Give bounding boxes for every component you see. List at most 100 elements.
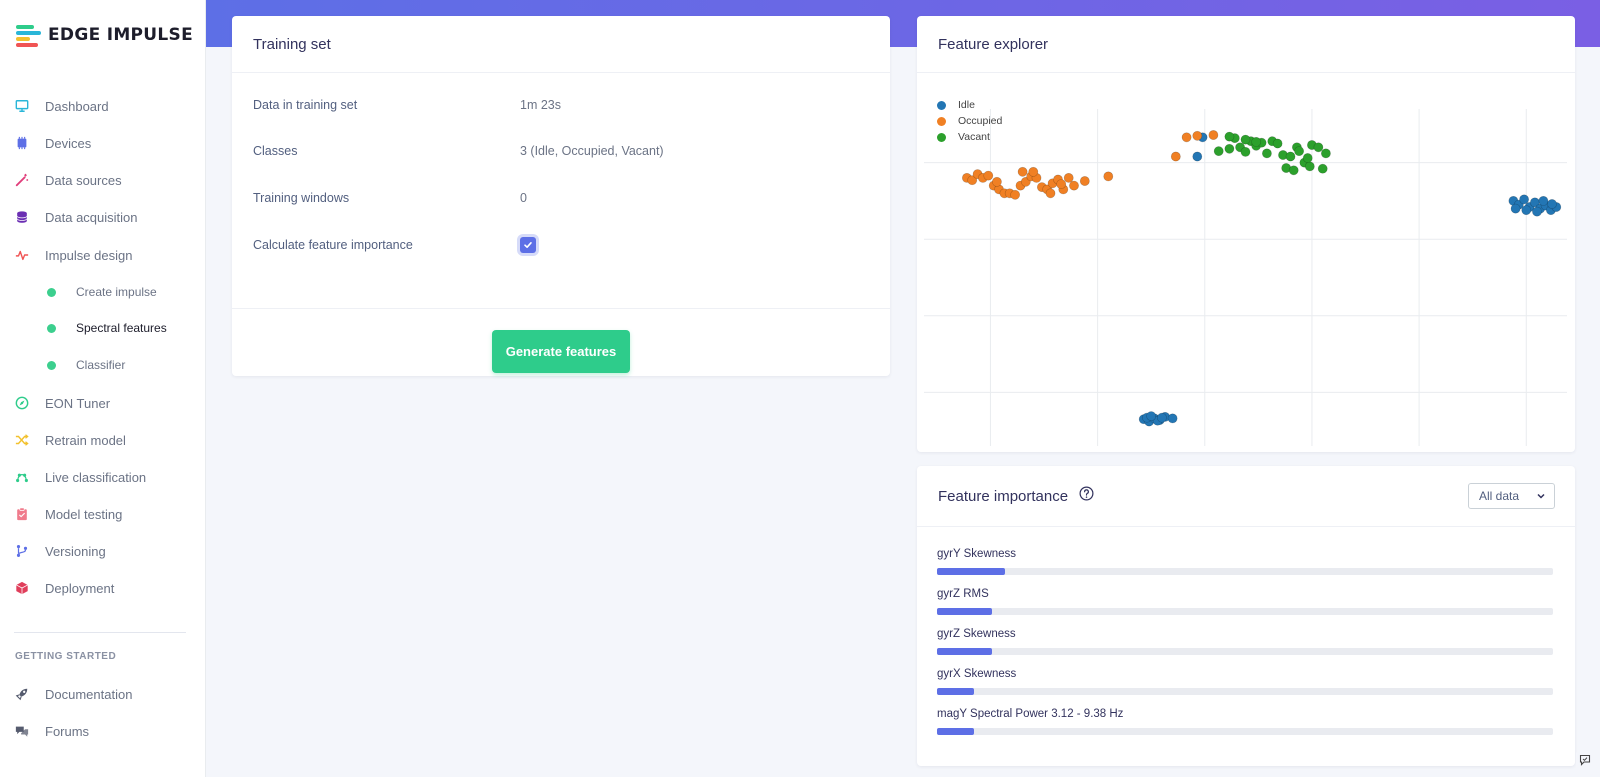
data-point-occupied <box>1103 171 1114 182</box>
pulse-icon <box>14 247 30 263</box>
sidebar-item-documentation[interactable]: Documentation <box>0 679 205 709</box>
sidebar-divider <box>14 632 186 633</box>
status-dot-icon <box>47 360 56 370</box>
sidebar-item-data-sources[interactable]: Data sources <box>0 165 205 195</box>
feature-importance-card: Feature importance All data gyrY Skewnes… <box>917 466 1575 766</box>
data-point-occupied <box>992 176 1002 187</box>
feature-importance-bar <box>937 688 974 695</box>
sidebar-item-classifier[interactable]: Classifier <box>0 350 205 380</box>
sidebar-item-label: Deployment <box>45 580 115 596</box>
data-point-vacant <box>1261 148 1272 159</box>
sidebar-item-retrain-model[interactable]: Retrain model <box>0 425 205 455</box>
data-point-vacant <box>1288 165 1299 176</box>
feature-importance-title: Feature importance <box>938 487 1069 505</box>
feature-importance-bar-track <box>937 648 1553 655</box>
data-point-occupied <box>1170 151 1181 162</box>
data-point-occupied <box>1045 188 1056 199</box>
feature-importance-bar <box>937 728 974 735</box>
data-point-vacant <box>1251 137 1262 147</box>
data-point-vacant <box>1313 142 1324 153</box>
row-label-classes: Classes <box>253 144 298 158</box>
graph-icon <box>14 469 30 485</box>
feature-importance-bar <box>937 608 992 615</box>
sidebar-item-data-acquisition[interactable]: Data acquisition <box>0 202 205 232</box>
legend-item-occupied: Occupied <box>937 115 1002 127</box>
sidebar-item-versioning[interactable]: Versioning <box>0 536 205 566</box>
sidebar-item-label: Data sources <box>45 172 122 188</box>
data-point-idle <box>1146 411 1157 421</box>
data-point-vacant <box>1304 161 1315 172</box>
feature-importance-checkbox[interactable] <box>520 237 536 253</box>
sidebar-item-label: Model testing <box>45 506 123 522</box>
sidebar-item-deployment[interactable]: Deployment <box>0 573 205 603</box>
wand-icon <box>14 172 30 188</box>
sidebar-item-impulse-design[interactable]: Impulse design <box>0 240 205 270</box>
feature-importance-bar <box>937 648 992 655</box>
sidebar-item-devices[interactable]: Devices <box>0 128 205 158</box>
feature-explorer-card: Feature explorer Idle Occupied Vacant <box>917 16 1575 452</box>
check-icon <box>524 242 532 248</box>
feature-importance-bar-track <box>937 728 1553 735</box>
data-filter-select[interactable]: All data <box>1468 483 1555 509</box>
sidebar-item-label: Dashboard <box>45 98 109 114</box>
data-point-vacant <box>1224 143 1235 154</box>
row-label-feature-importance: Calculate feature importance <box>253 238 413 252</box>
data-point-idle <box>1510 203 1521 214</box>
database-icon <box>14 209 30 225</box>
data-point-idle <box>1538 196 1549 206</box>
branch-icon <box>14 543 30 559</box>
data-point-vacant <box>1302 153 1313 163</box>
sidebar-item-eon-tuner[interactable]: EON Tuner <box>0 388 205 418</box>
generate-features-button[interactable]: Generate features <box>492 330 630 373</box>
data-point-vacant <box>1320 148 1331 159</box>
data-point-vacant <box>1285 151 1296 162</box>
status-dot-icon <box>47 287 56 297</box>
monitor-icon <box>14 98 30 114</box>
data-point-occupied <box>1192 130 1203 141</box>
data-point-occupied <box>1208 130 1219 140</box>
data-point-occupied <box>983 170 994 181</box>
legend-item-vacant: Vacant <box>937 131 990 143</box>
data-point-idle <box>1156 412 1167 423</box>
feature-importance-bar-track <box>937 568 1553 575</box>
sidebar-item-label: Documentation <box>45 686 133 702</box>
data-point-occupied <box>967 175 978 186</box>
data-point-vacant <box>1272 138 1283 149</box>
feature-importance-label: gyrX Skewness <box>937 668 1017 680</box>
data-point-occupied <box>1056 179 1067 189</box>
comments-icon <box>14 723 30 739</box>
sidebar-item-label: Impulse design <box>45 247 133 263</box>
rocket-icon <box>14 686 30 702</box>
feature-importance-label: gyrZ Skewness <box>937 628 1016 640</box>
data-point-occupied <box>1181 132 1192 143</box>
data-point-occupied <box>1017 166 1028 177</box>
data-point-idle <box>1547 199 1557 209</box>
data-point-vacant <box>1240 147 1251 157</box>
sidebar-item-forums[interactable]: Forums <box>0 716 205 746</box>
brand-logo[interactable]: EDGE IMPULSE <box>16 24 193 47</box>
help-circle-icon[interactable] <box>1079 486 1094 501</box>
feature-explorer-scatter-plot[interactable] <box>917 73 1575 452</box>
sidebar-item-dashboard[interactable]: Dashboard <box>0 91 205 121</box>
sidebar-item-label: Spectral features <box>76 321 167 335</box>
feedback-chat-icon[interactable] <box>1576 751 1594 769</box>
data-point-vacant <box>1294 146 1304 156</box>
sidebar-item-spectral-features[interactable]: Spectral features <box>0 313 205 343</box>
edge-impulse-logo-icon <box>16 24 42 47</box>
data-point-occupied <box>1063 173 1074 183</box>
sidebar-item-create-impulse[interactable]: Create impulse <box>0 277 205 307</box>
feature-importance-label: magY Spectral Power 3.12 - 9.38 Hz <box>937 708 1124 720</box>
data-point-vacant <box>1224 131 1235 142</box>
data-point-vacant <box>1240 134 1251 145</box>
feature-importance-bar <box>937 568 1005 575</box>
row-label-data-in-training-set: Data in training set <box>253 98 358 112</box>
data-point-occupied <box>1079 176 1090 186</box>
sidebar-item-label: Create impulse <box>76 285 157 299</box>
legend-item-idle: Idle <box>937 99 975 111</box>
clipboard-icon <box>14 506 30 522</box>
row-value-classes: 3 (Idle, Occupied, Vacant) <box>520 144 664 158</box>
training-set-card: Training set Data in training set 1m 23s… <box>232 16 890 376</box>
sidebar-item-live-classification[interactable]: Live classification <box>0 462 205 492</box>
data-point-vacant <box>1317 163 1328 174</box>
sidebar-item-model-testing[interactable]: Model testing <box>0 499 205 529</box>
